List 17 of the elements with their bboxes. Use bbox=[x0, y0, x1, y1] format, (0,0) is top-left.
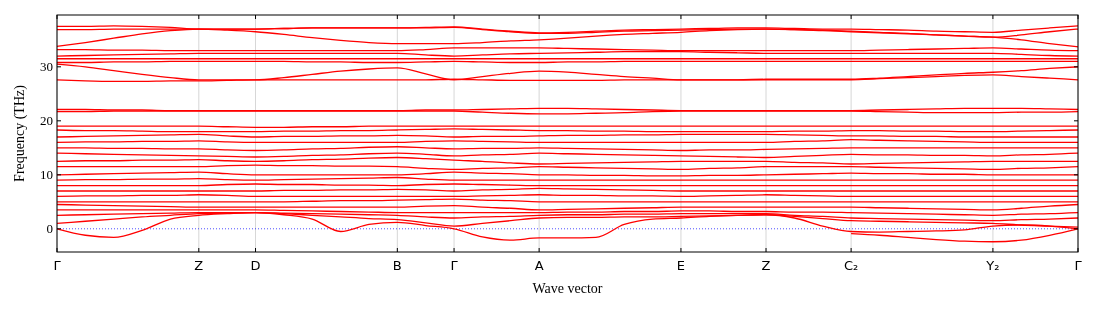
x-axis-title: Wave vector bbox=[532, 281, 603, 296]
x-tick-label: Z bbox=[194, 258, 204, 273]
x-tick-label: Γ bbox=[450, 258, 459, 273]
x-tick-label: Y₂ bbox=[985, 258, 1000, 273]
y-tick-label: 0 bbox=[46, 221, 53, 237]
y-axis-title: Frequency (THz) bbox=[12, 84, 28, 182]
x-tick-label: D bbox=[250, 258, 261, 273]
y-tick-label: 10 bbox=[40, 167, 53, 183]
x-tick-label: A bbox=[534, 258, 544, 273]
x-tick-label: B bbox=[392, 258, 402, 273]
x-tick-label: C₂ bbox=[843, 258, 859, 273]
x-tick-label: E bbox=[676, 258, 686, 273]
x-tick-label: Γ bbox=[53, 258, 62, 273]
y-tick-label: 20 bbox=[40, 113, 53, 129]
x-tick-label: Z bbox=[761, 258, 771, 273]
x-tick-label: Γ bbox=[1074, 258, 1083, 273]
y-tick-label: 30 bbox=[40, 59, 53, 75]
